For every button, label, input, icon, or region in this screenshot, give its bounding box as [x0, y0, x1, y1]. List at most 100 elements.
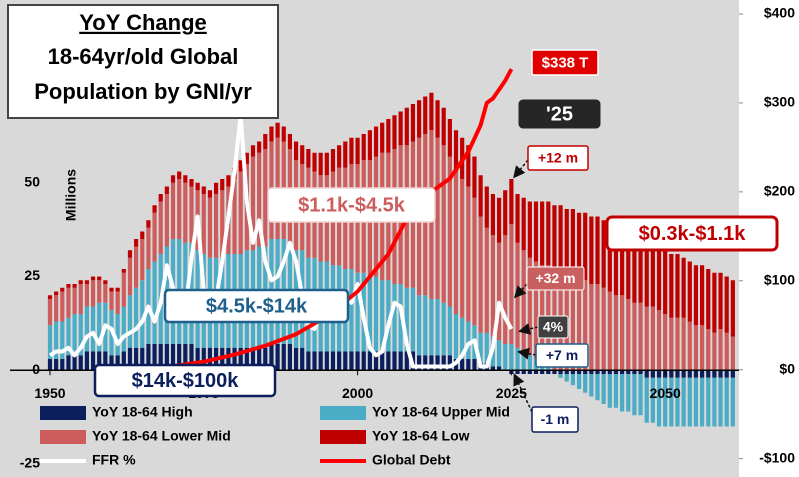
annotation-box	[527, 145, 589, 171]
bar-segment	[460, 179, 465, 318]
bar-segment	[447, 306, 452, 356]
bar-segment	[355, 272, 360, 352]
bar-segment	[595, 284, 600, 371]
bar-segment	[589, 370, 594, 374]
bar-segment	[613, 374, 619, 408]
annotation-box	[531, 49, 599, 76]
chart-title: 18-64yr/old Global	[48, 44, 239, 69]
bar-segment	[681, 377, 686, 427]
bar-segment	[54, 295, 59, 322]
bar-segment	[386, 119, 391, 153]
bar-segment	[650, 242, 655, 307]
bar-segment	[583, 370, 588, 374]
bar-segment	[441, 107, 446, 146]
y-tick-label: 25	[24, 267, 40, 283]
bar-segment	[546, 370, 551, 374]
bar-segment	[330, 149, 336, 172]
bar-segment	[546, 201, 551, 266]
bar-segment	[293, 141, 299, 161]
bar-segment	[78, 280, 83, 284]
bar-segment	[435, 299, 440, 356]
y2-tick-label: $100	[764, 272, 795, 288]
bar-segment	[183, 344, 188, 371]
bar-segment	[490, 235, 496, 337]
annotation-label: '25	[546, 103, 573, 125]
bar-segment	[435, 137, 440, 299]
bar-segment	[601, 287, 606, 371]
bar-segment	[250, 156, 256, 251]
annotation-label: +7 m	[546, 347, 578, 363]
bar-segment	[509, 224, 514, 344]
bar-segment	[281, 344, 286, 371]
bar-segment	[66, 355, 71, 371]
bar-segment	[595, 216, 600, 284]
bar-segment	[134, 246, 139, 288]
bar-segment	[699, 377, 705, 427]
bar-segment	[103, 351, 108, 371]
annotation-layer: $14k-$100k $4.5k-$14k $1.1k-$4.5k $0.3k-$1.…	[93, 49, 779, 433]
bar-segment	[663, 377, 668, 427]
y-tick-label: -25	[20, 455, 40, 471]
bar-segment	[158, 194, 163, 202]
annotation-box	[526, 266, 585, 291]
bar-segment	[257, 141, 262, 153]
bar-segment	[312, 152, 317, 172]
bar-segment	[263, 149, 268, 247]
bar-segment	[195, 182, 200, 191]
bar-segment	[595, 370, 600, 374]
bar-segment	[570, 276, 575, 371]
bar-segment	[78, 314, 83, 356]
annotation-box	[605, 215, 779, 252]
bar-segment	[558, 374, 563, 378]
bar-segment	[595, 374, 600, 401]
bar-segment	[564, 370, 569, 374]
bar-segment	[730, 336, 735, 371]
bar-segment	[417, 355, 422, 371]
bar-segment	[503, 344, 508, 371]
bar-segment	[140, 231, 145, 239]
bar-segment	[693, 377, 699, 427]
bar-segment	[613, 295, 619, 371]
arrow	[513, 373, 533, 413]
bar-segment	[47, 299, 53, 326]
bar-segment	[146, 220, 151, 228]
legend-label: Global Debt	[372, 452, 451, 468]
bar-segment	[650, 377, 655, 423]
bar-segment	[423, 295, 428, 356]
bar-segment	[589, 374, 594, 397]
bar-segment	[527, 355, 532, 371]
annotation-label: $0.3k-$1.1k	[639, 223, 747, 245]
bar-segment	[146, 344, 151, 371]
legend-label: YoY 18-64 Upper Mid	[372, 404, 510, 420]
bar-segment	[484, 186, 489, 228]
bar-segment	[570, 374, 575, 386]
bar-segment	[496, 340, 502, 367]
bar-segment	[367, 276, 372, 352]
bar-segment	[380, 351, 385, 371]
bar-segment	[564, 209, 569, 277]
bar-segment	[620, 295, 625, 371]
bar-segment	[238, 171, 243, 254]
legend-label: YoY 18-64 High	[92, 404, 193, 420]
chart-title: YoY Change	[79, 10, 207, 35]
bar-segment	[515, 347, 520, 371]
bar-segment	[540, 370, 545, 374]
bar-segment	[472, 156, 477, 198]
bar-segment	[293, 347, 299, 371]
bar-segment	[380, 122, 385, 153]
x-tick-label: 2025	[496, 385, 527, 401]
bar-segment	[189, 179, 194, 187]
bar-segment	[220, 179, 225, 191]
annotation-box	[518, 99, 601, 129]
title-frame	[7, 4, 279, 119]
bar-segment	[601, 374, 606, 404]
bar-segment	[127, 257, 133, 296]
bar-segment	[195, 347, 200, 371]
bar-segment	[54, 321, 59, 359]
bar-segment	[644, 306, 649, 371]
bar-segment	[546, 366, 551, 371]
bar-segment	[699, 325, 705, 371]
bar-segment	[127, 250, 133, 258]
bar-segment	[718, 377, 723, 427]
bar-segment	[84, 284, 89, 307]
